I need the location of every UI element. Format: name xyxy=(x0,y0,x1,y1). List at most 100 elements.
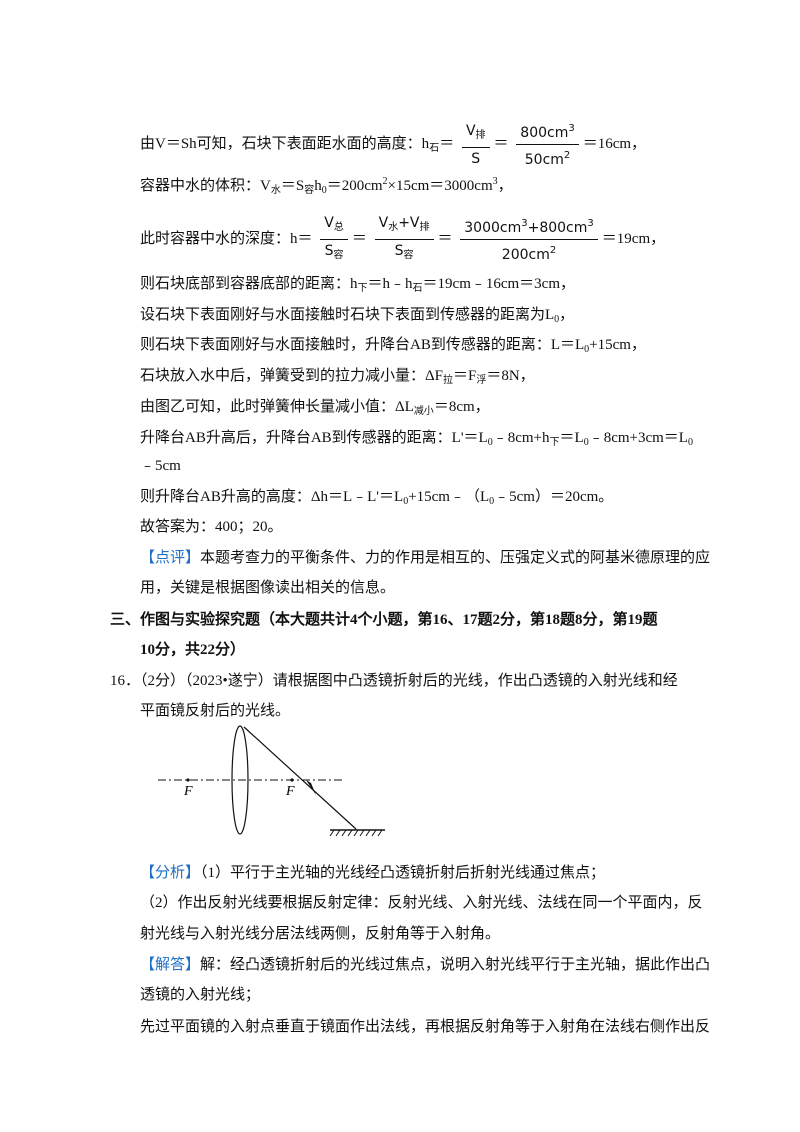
text-run: 先过平面镜的入射点垂直于镜面作出法线，再根据反射角等于入射角在法线右侧作出反 xyxy=(140,1019,711,1035)
focus-label: F xyxy=(285,784,295,799)
text-run: ﹣5cm）＝20cm。 xyxy=(494,489,614,505)
subscript: 水 xyxy=(388,222,399,233)
text-line: 透镜的入射光线； xyxy=(140,985,260,1005)
text-line: 【点评】本题考查力的平衡条件、力的作用是相互的、压强定义式的阿基米德原理的应 xyxy=(140,548,710,568)
text-line: 【解答】解：经凸透镜折射后的光线过焦点，说明入射光线平行于主光轴，据此作出凸 xyxy=(140,955,710,975)
text-run: 石块放入水中后，弹簧受到的拉力减小量：ΔF xyxy=(140,368,443,384)
subscript: 减小 xyxy=(413,406,434,417)
text-run: ﹣8cm+3cm＝L xyxy=(588,430,688,446)
numerator: 800cm3 xyxy=(516,118,579,145)
text-run: ＝16cm， xyxy=(582,135,647,152)
text-run: 升降台AB升高后，升降台AB到传感器的距离：L'＝L xyxy=(140,430,488,446)
text-run: 【解答】 xyxy=(140,957,201,973)
superscript: 2 xyxy=(382,176,388,187)
text-run: 200cm xyxy=(501,247,550,263)
text-run: ＝L xyxy=(559,430,584,446)
text-line: 先过平面镜的入射点垂直于镜面作出法线，再根据反射角等于入射角在法线右侧作出反 xyxy=(140,1017,710,1037)
text-line: 则石块底部到容器底部的距离：h下＝h﹣h石＝19cm﹣16cm＝3cm， xyxy=(140,274,575,299)
text-run: S xyxy=(394,243,404,259)
superscript: 3 xyxy=(492,176,498,187)
numerator: V总 xyxy=(320,212,348,240)
text-run: 由V＝Sh可知，石块下表面距水面的高度：h xyxy=(140,135,430,152)
subscript: 排 xyxy=(419,222,430,233)
subscript: 0 xyxy=(554,314,560,325)
text-line: 石块放入水中后，弹簧受到的拉力减小量：ΔF拉＝F浮＝8N， xyxy=(140,366,535,391)
text-line: 【分析】（1）平行于主光轴的光线经凸透镜折射后折射光线通过焦点； xyxy=(140,863,605,883)
text-run: V xyxy=(378,215,389,231)
superscript: 3 xyxy=(521,218,528,229)
text-line: 设石块下表面刚好与水面接触时石块下表面到传感器的距离为L0， xyxy=(140,305,574,330)
fraction: V水+V排 S容 xyxy=(374,212,434,267)
subscript: 拉 xyxy=(443,375,453,386)
text-line: 三、作图与实验探究题（本大题共计4个小题，第16、17题2分，第18题8分，第1… xyxy=(110,610,658,630)
text-line: 由V＝Sh可知，石块下表面距水面的高度：h石＝ V排 S ＝ 800cm3 50cm2… xyxy=(140,118,646,171)
text-line: 用，关键是根据图像读出相关的信息。 xyxy=(140,578,395,598)
numerator: 3000cm3+800cm3 xyxy=(460,213,598,240)
text-run: 设石块下表面刚好与水面接触时石块下表面到传感器的距离为L xyxy=(140,307,555,323)
mirror-hatch xyxy=(329,829,383,837)
text-run: V xyxy=(465,122,476,139)
text-run: 解：经凸透镜折射后的光线过焦点，说明入射光线平行于主光轴，据此作出凸 xyxy=(200,957,711,973)
ray-arrow xyxy=(306,780,316,795)
text-run: ＝200cm xyxy=(326,178,383,194)
text-line: 此时容器中水的深度：h＝ V总 S容＝ V水+V排 S容＝ 3000cm3+800c… xyxy=(140,212,665,267)
subscript: 下 xyxy=(357,283,368,294)
superscript: 3 xyxy=(568,123,575,134)
text-run: 16．（2分）（2023•遂宁）请根据图中凸透镜折射后的光线，作出凸透镜的入射光… xyxy=(110,673,678,689)
text-run: S xyxy=(324,243,334,259)
text-run: ＝8cm， xyxy=(433,399,490,415)
text-run: h xyxy=(314,178,322,194)
text-run: ， xyxy=(497,178,513,194)
text-run: 用，关键是根据图像读出相关的信息。 xyxy=(140,580,396,596)
text-run: ＝ xyxy=(493,135,509,152)
subscript: 0 xyxy=(321,185,327,196)
text-run: 由图乙可知，此时弹簧伸长量减小值：ΔL xyxy=(140,399,414,415)
subscript: 石 xyxy=(412,283,423,294)
text-run: +15cm， xyxy=(589,337,646,353)
text-run: V xyxy=(324,215,334,231)
denominator: 50cm2 xyxy=(521,145,575,171)
text-run: ＝F xyxy=(453,368,477,384)
focus-point xyxy=(290,778,294,782)
superscript: 2 xyxy=(563,150,571,161)
text-run: 10分，共22分） xyxy=(140,642,246,658)
text-run: 射光线与入射光线分居法线两侧，反射角等于入射角。 xyxy=(140,926,501,942)
text-run: ＝ xyxy=(439,135,455,152)
text-run: ﹣5cm xyxy=(140,458,181,474)
denominator: S容 xyxy=(321,240,348,267)
subscript: 排 xyxy=(475,129,486,141)
text-run: 故答案为：400；20。 xyxy=(140,519,283,535)
subscript: 水 xyxy=(270,185,281,196)
text-run: +800cm xyxy=(527,220,588,236)
text-run: 三、作图与实验探究题（本大题共计4个小题，第16、17题2分，第18题8分，第1… xyxy=(110,612,658,628)
numerator: V水+V排 xyxy=(374,212,434,240)
text-run: ﹣8cm+h xyxy=(492,430,550,446)
fraction: V总 S容 xyxy=(320,212,348,267)
text-run: ×15cm＝3000cm xyxy=(387,178,493,194)
text-run: ＝19cm， xyxy=(601,230,666,247)
subscript: 0 xyxy=(584,344,590,355)
text-run: S xyxy=(471,150,481,167)
text-run: ， xyxy=(559,307,575,323)
subscript: 0 xyxy=(687,437,693,448)
text-line: 平面镜反射后的光线。 xyxy=(140,701,290,721)
numerator: V排 xyxy=(461,120,490,148)
focus-point xyxy=(186,778,190,782)
superscript: 2 xyxy=(549,245,557,256)
text-run: 则石块下表面刚好与水面接触时，升降台AB到传感器的距离：L＝L xyxy=(140,337,585,353)
text-line: 则石块下表面刚好与水面接触时，升降台AB到传感器的距离：L＝L0+15cm， xyxy=(140,335,646,360)
subscript: 0 xyxy=(583,437,589,448)
text-run: 容器中水的体积：V xyxy=(140,178,271,194)
text-line: ﹣5cm xyxy=(140,456,181,476)
convex-lens xyxy=(231,725,249,835)
fraction: V排 S xyxy=(461,120,490,170)
subscript: 0 xyxy=(403,496,409,507)
text-run: 此时容器中水的深度：h＝ xyxy=(140,230,313,247)
focus-label: F xyxy=(183,784,193,799)
text-run: （1）平行于主光轴的光线经凸透镜折射后折射光线通过焦点； xyxy=(200,865,606,881)
text-line: 由图乙可知，此时弹簧伸长量减小值：ΔL减小＝8cm， xyxy=(140,397,490,422)
subscript: 石 xyxy=(429,142,440,154)
text-line: 故答案为：400；20。 xyxy=(140,517,283,537)
text-line: 10分，共22分） xyxy=(140,640,245,660)
